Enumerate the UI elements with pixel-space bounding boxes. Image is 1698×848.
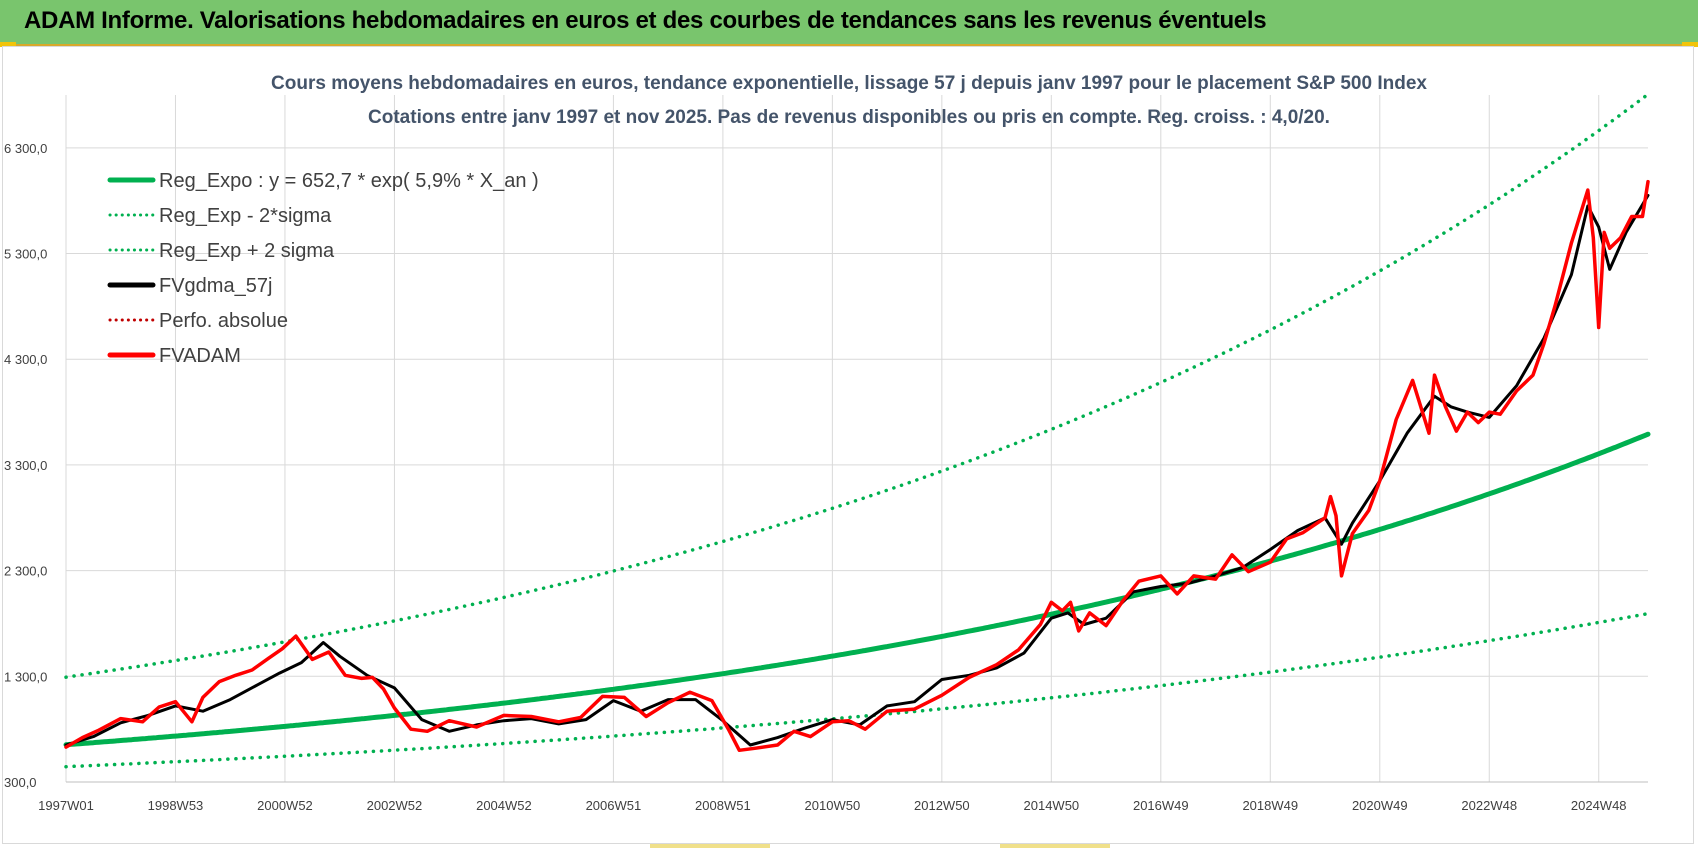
legend-label: FVADAM	[159, 345, 241, 367]
corner-accent-left	[0, 42, 16, 47]
x-tick-label: 2010W50	[805, 798, 861, 813]
x-tick-label: 1998W53	[148, 798, 204, 813]
y-tick-label: 6 300,0	[4, 141, 47, 156]
legend-label: Reg_Expo : y = 652,7 * exp( 5,9% * X_an …	[159, 170, 539, 192]
series-line-3	[64, 193, 1650, 747]
legend: Reg_Expo : y = 652,7 * exp( 5,9% * X_an …	[107, 170, 539, 367]
y-axis: 300,0 1 300,0 2 300,0 3 300,0 4 300,0 5 300,0…	[4, 141, 47, 790]
x-tick-label: 2012W50	[914, 798, 970, 813]
x-tick-label: 2020W49	[1352, 798, 1408, 813]
y-tick-label: 300,0	[4, 775, 37, 790]
series-line-1	[64, 611, 1650, 769]
legend-label: Perfo. absolue	[159, 310, 288, 332]
x-tick-label: 2024W48	[1571, 798, 1627, 813]
x-tick-label: 2004W52	[476, 798, 532, 813]
sheet-tab-marker	[650, 844, 770, 848]
x-tick-label: 1997W01	[38, 798, 94, 813]
x-tick-label: 2008W51	[695, 798, 751, 813]
sheet-tab-marker	[1000, 844, 1110, 848]
x-tick-label: 2022W48	[1461, 798, 1517, 813]
series-line-0	[63, 431, 1651, 748]
chart-frame	[2, 46, 1694, 844]
series-layer	[63, 92, 1651, 769]
y-tick-label: 3 300,0	[4, 458, 47, 473]
header-banner: ADAM Informe. Valorisations hebdomadaire…	[0, 0, 1698, 46]
corner-accent-right	[1682, 42, 1698, 47]
x-tick-label: 2014W50	[1024, 798, 1080, 813]
gridlines	[65, 95, 1648, 783]
y-tick-label: 2 300,0	[4, 564, 47, 579]
chart-subtitle: Cotations entre janv 1997 et nov 2025. P…	[368, 107, 1330, 128]
page-title: ADAM Informe. Valorisations hebdomadaire…	[24, 7, 1267, 34]
x-tick-label: 2016W49	[1133, 798, 1189, 813]
legend-label: Reg_Exp - 2*sigma	[159, 205, 332, 227]
y-tick-label: 5 300,0	[4, 247, 47, 262]
x-axis: 1997W01 1998W53 2000W52 2002W52 2004W52 2006W…	[38, 798, 1626, 813]
legend-label: FVgdma_57j	[159, 275, 272, 297]
y-tick-label: 4 300,0	[4, 352, 47, 367]
x-tick-label: 2002W52	[367, 798, 423, 813]
chart-title: Cours moyens hebdomadaires en euros, ten…	[271, 73, 1427, 94]
y-tick-label: 1 300,0	[4, 669, 47, 684]
x-tick-label: 2000W52	[257, 798, 313, 813]
legend-label: Reg_Exp + 2 sigma	[159, 240, 335, 262]
x-tick-label: 2006W51	[586, 798, 642, 813]
x-tick-label: 2018W49	[1242, 798, 1298, 813]
series-line-5	[64, 179, 1650, 753]
series-line-2	[64, 92, 1650, 679]
